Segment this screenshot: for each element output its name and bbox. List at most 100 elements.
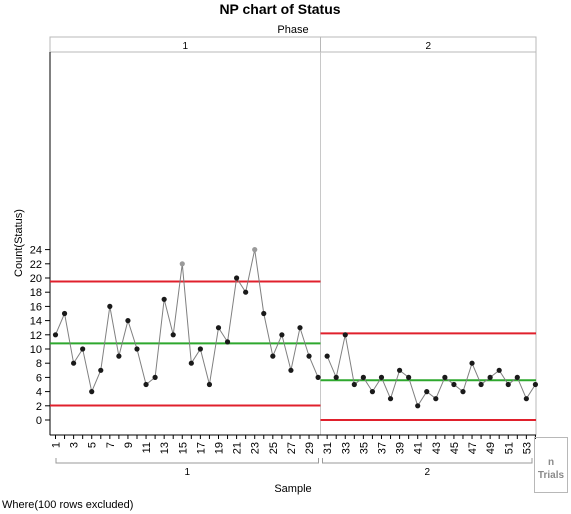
excluded-rows-note: Where(100 rows excluded) xyxy=(2,499,134,511)
data-point-out-of-control xyxy=(179,261,185,267)
data-series xyxy=(52,247,539,409)
data-point xyxy=(451,381,457,388)
data-point xyxy=(460,389,466,395)
data-point xyxy=(197,346,203,352)
data-point xyxy=(315,374,321,380)
x-axis: 1 3 5 7 9 11 13 15 17 19 21 23 25 27 29 31 33 35 37 39 41 43 4… xyxy=(50,434,536,454)
x-tick-label: 11 xyxy=(141,442,153,453)
x-tick-label: 3 xyxy=(69,442,81,448)
phase-bracket xyxy=(55,458,319,464)
control-limits xyxy=(50,280,536,421)
x-tick-label: 29 xyxy=(304,442,316,454)
phase-axis-title: Phase xyxy=(277,24,308,36)
data-point xyxy=(369,389,376,395)
phase-bracket xyxy=(322,458,533,464)
x-tick-label: 43 xyxy=(431,442,443,454)
data-point xyxy=(360,374,366,380)
phase-header-label: 1 xyxy=(182,41,188,52)
x-tick-label: 1 xyxy=(51,442,63,448)
data-point xyxy=(387,396,394,402)
x-tick-label: 33 xyxy=(340,442,352,454)
data-point xyxy=(206,381,213,388)
x-tick-label: 7 xyxy=(105,442,117,448)
y-tick-label: 22 xyxy=(30,259,42,271)
x-tick-label: 47 xyxy=(467,442,479,454)
data-point xyxy=(61,310,68,317)
data-point xyxy=(80,346,86,352)
x-tick-label: 49 xyxy=(485,442,497,454)
y-tick-label: 18 xyxy=(30,287,42,299)
data-point xyxy=(188,360,194,366)
x-tick-label: 25 xyxy=(268,442,280,454)
data-point xyxy=(52,332,59,338)
x-tick-label: 21 xyxy=(232,442,244,454)
phase-header-label: 2 xyxy=(425,41,431,52)
data-point xyxy=(161,296,167,302)
data-point xyxy=(98,367,104,373)
x-tick-label: 53 xyxy=(521,442,533,454)
data-point xyxy=(523,396,529,402)
x-tick-label: 17 xyxy=(195,442,207,454)
x-axis-title: Sample xyxy=(274,483,311,495)
data-point xyxy=(270,353,276,359)
data-point xyxy=(107,303,113,309)
y-tick-label: 20 xyxy=(30,273,42,285)
data-point xyxy=(496,367,502,373)
data-point xyxy=(215,325,222,331)
data-point xyxy=(442,374,448,380)
y-axis-title: Count(Status) xyxy=(13,209,25,277)
data-point xyxy=(415,403,421,409)
x-tick-label: 15 xyxy=(177,442,189,454)
x-tick-label: 37 xyxy=(376,442,388,454)
data-point xyxy=(324,353,330,359)
data-point xyxy=(71,360,77,366)
phase-axis-label: 1 xyxy=(184,467,190,478)
x-tick-label: 27 xyxy=(286,442,298,454)
data-point xyxy=(342,332,348,338)
data-point xyxy=(351,381,357,388)
data-point xyxy=(378,374,385,380)
y-tick-label: 6 xyxy=(36,372,42,384)
n-trials-box[interactable]: n Trials xyxy=(534,437,568,493)
data-point xyxy=(514,374,520,380)
data-point xyxy=(297,325,303,331)
data-point xyxy=(487,374,493,380)
data-point xyxy=(532,381,539,388)
y-tick-label: 14 xyxy=(30,316,42,328)
y-tick-label: 12 xyxy=(30,330,42,342)
data-point xyxy=(279,332,285,338)
data-point xyxy=(396,367,403,373)
data-point xyxy=(152,374,158,380)
y-tick-label: 16 xyxy=(30,301,42,313)
y-tick-label: 24 xyxy=(30,245,42,257)
series-line xyxy=(326,334,536,407)
data-point xyxy=(306,353,312,359)
x-tick-label: 51 xyxy=(503,442,515,454)
data-point-out-of-control xyxy=(252,247,258,253)
data-point xyxy=(478,381,484,388)
data-point xyxy=(234,275,240,281)
n-trials-label-n: n xyxy=(547,457,555,468)
x-tick-label: 41 xyxy=(413,442,425,454)
y-tick-label: 4 xyxy=(36,387,42,399)
data-point xyxy=(505,381,511,388)
data-point xyxy=(433,396,439,402)
x-tick-label: 45 xyxy=(449,442,461,454)
chart-title: NP chart of Status xyxy=(219,1,340,17)
phase-axis-label: 2 xyxy=(424,467,430,478)
data-point xyxy=(288,367,294,373)
x-tick-label: 35 xyxy=(358,442,370,454)
data-point xyxy=(406,374,412,380)
y-tick-label: 0 xyxy=(36,415,42,427)
x-tick-label: 23 xyxy=(250,442,262,454)
data-point xyxy=(125,318,131,324)
x-tick-label: 31 xyxy=(322,442,334,454)
y-tick-label: 2 xyxy=(36,401,42,413)
data-point xyxy=(333,374,339,380)
data-point xyxy=(143,381,149,388)
data-point xyxy=(469,360,475,366)
x-tick-label: 5 xyxy=(87,442,99,448)
